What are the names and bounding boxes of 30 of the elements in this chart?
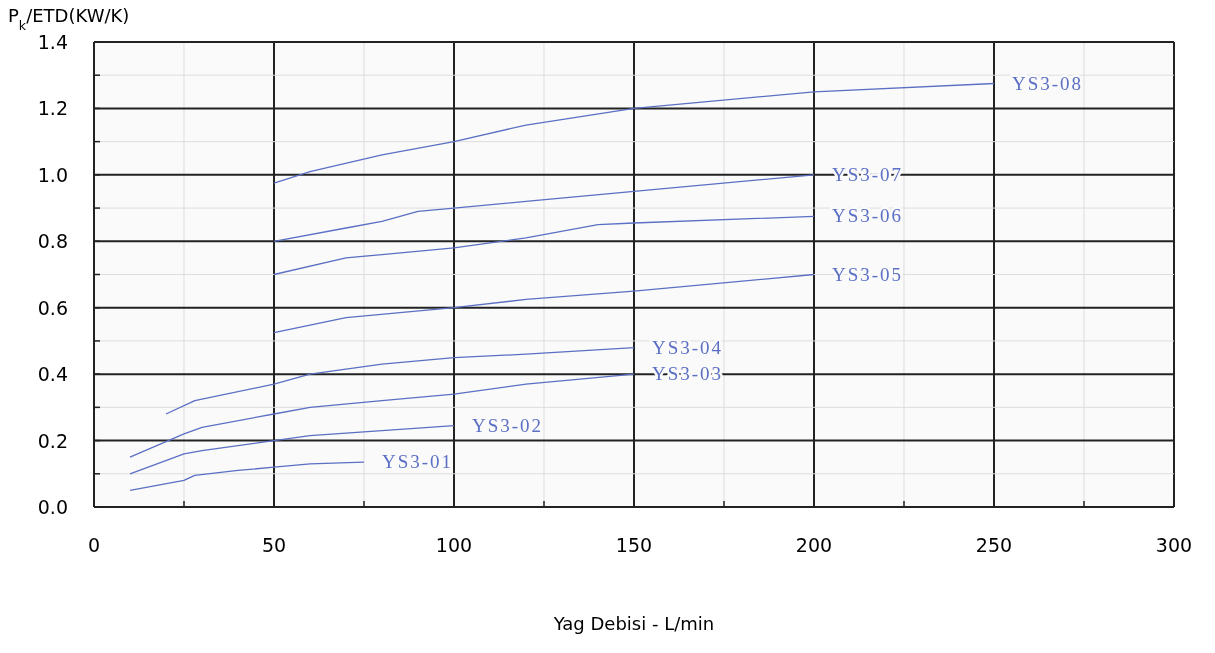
series-label: YS3-05 <box>832 263 904 285</box>
line-series <box>129 461 365 492</box>
x-tick-label: 150 <box>615 534 653 556</box>
series-label: YS3-02 <box>472 414 544 436</box>
y-tick-label: 1.2 <box>37 97 68 120</box>
x-tick-label: 0 <box>87 534 101 556</box>
line-series <box>129 424 455 475</box>
line-series <box>273 174 815 242</box>
x-tick-label: 50 <box>261 534 287 556</box>
series-label: YS3-06 <box>832 205 904 227</box>
x-tick-label: 100 <box>435 534 473 556</box>
series-label: YS3-04 <box>652 336 724 358</box>
y-tick-label: 0.2 <box>37 429 68 452</box>
x-tick-label: 200 <box>795 534 833 556</box>
x-tick-label: 300 <box>1155 534 1193 556</box>
line-series <box>165 346 635 415</box>
line-series <box>273 82 995 184</box>
y-tick-label: 0.8 <box>37 230 68 253</box>
y-tick-label: 1.4 <box>37 31 68 53</box>
y-tick-label: 0.6 <box>37 296 68 319</box>
series-label: YS3-01 <box>382 451 454 473</box>
y-axis-title: P$_{k}$/ETD(KW/K) <box>8 5 130 33</box>
series-label: YS3-08 <box>1012 72 1084 94</box>
y-tick-label: 1.0 <box>37 163 68 186</box>
x-tick-label: 250 <box>975 534 1013 556</box>
line-series <box>273 273 815 334</box>
x-axis-title: Yag Debisi - L/min <box>552 613 715 634</box>
y-tick-label: 0.0 <box>37 496 68 518</box>
line-series <box>273 215 815 276</box>
y-tick-label: 0.4 <box>37 363 68 386</box>
